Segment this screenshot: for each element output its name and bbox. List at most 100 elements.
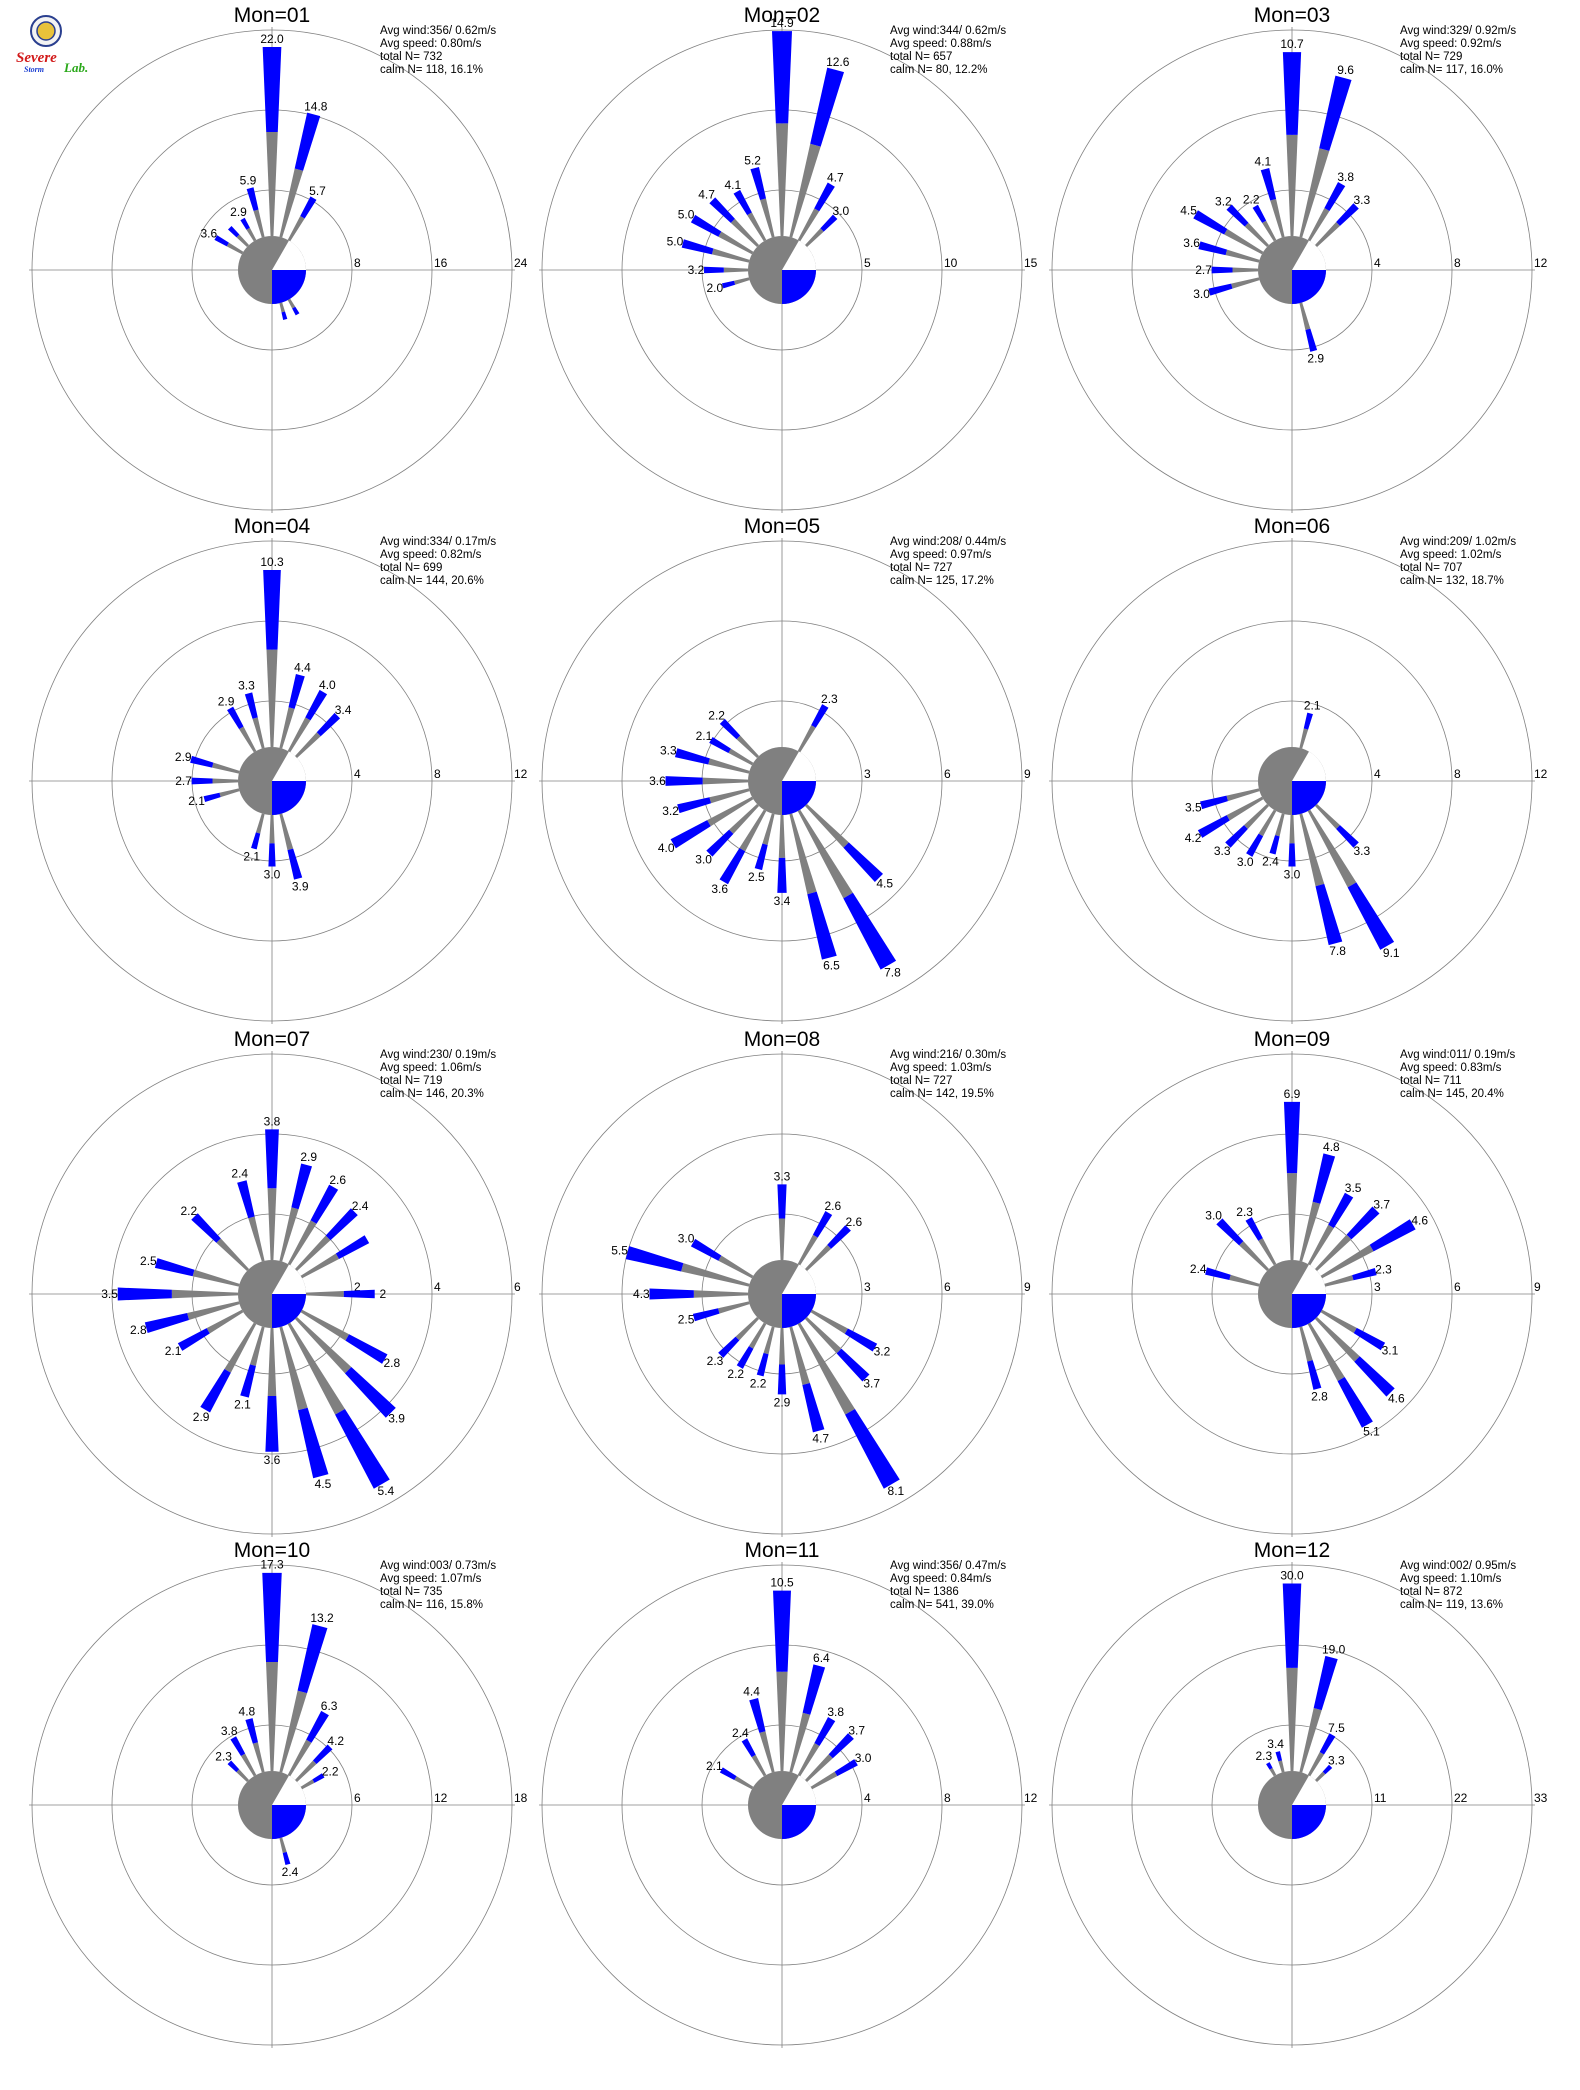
bar-value-label: 2.1 (188, 794, 205, 808)
rose-bar-low (751, 1754, 767, 1777)
rose-bar-high (709, 197, 735, 223)
ring-label: 8 (354, 256, 361, 270)
rose-bar-low (797, 1743, 820, 1777)
windrose-panel: 5 10 1514.912.64.73.02.03.25.05.04.74.15.2… (539, 4, 1038, 513)
bar-value-label: 2.2 (1243, 192, 1260, 206)
rose-bar-low (252, 717, 265, 749)
windrose-panel: 2 4 6 3.8 2.9 2.6 2.4 2 2.8 3.9 5.4 4.5 3.6 2.1 2.9 2.1… (29, 1028, 521, 1537)
rose-bar-low (789, 813, 817, 895)
rose-bar-low (300, 1309, 350, 1341)
rose-bar-high (1266, 1762, 1273, 1770)
bar-value-label: 2.3 (821, 692, 838, 706)
logo-line3: Lab. (63, 60, 88, 75)
rose-bar-high (345, 1334, 388, 1364)
lab-logo: Severe Storm Lab. (14, 14, 92, 76)
rose-bar-low (723, 267, 749, 273)
rose-bar-high (719, 718, 741, 740)
bar-value-label: 3.0 (1237, 855, 1254, 869)
bar-value-label: 5.9 (240, 173, 257, 187)
rose-bar-low (1307, 208, 1330, 242)
panel-title: Mon=09 (1254, 1028, 1330, 1051)
rose-bar-low (249, 1326, 265, 1366)
rose-bar-high (741, 1738, 756, 1758)
ring-label: 4 (354, 767, 361, 781)
rose-bar-low (805, 804, 849, 848)
rose-bar-high (230, 1736, 246, 1757)
grid-ring (31, 1053, 513, 1535)
panel-stat: Avg speed: 0.92m/s (1400, 38, 1502, 50)
grid-ring (1131, 620, 1453, 942)
rose-bar-low (762, 813, 775, 845)
rose-bar-high (144, 1312, 190, 1333)
ring-label: 12 (434, 1791, 448, 1805)
rose-bar-low (206, 1309, 244, 1334)
bar-value-label: 2.9 (230, 205, 247, 219)
rose-bar-low (702, 777, 749, 785)
windrose-panel: 6 12 18 17.3 13.2 6.3 4.2 2.2 2.4 2.3 3.84.8 Mon=10… (29, 1539, 528, 2048)
bar-value-label: 4.5 (315, 1477, 332, 1491)
rose-bar-low (1299, 1201, 1321, 1262)
rose-bar-low (778, 1218, 786, 1261)
grid-ring (31, 1564, 513, 2046)
rose-bar-high (812, 1211, 833, 1238)
bar-value-label: 3.4 (335, 703, 352, 717)
grid-ring (31, 29, 513, 511)
rose-bar-high (1312, 1153, 1336, 1204)
rose-bar-high (227, 225, 240, 238)
windrose-panel: 3 6 93.32.62.63.23.78.14.72.92.22.22.32.54… (539, 1028, 1031, 1537)
bar-value-label: 22.0 (260, 32, 284, 46)
ring-label: 15 (1024, 256, 1038, 270)
ring-label: 6 (1454, 1280, 1461, 1294)
rose-bar-high (343, 1289, 375, 1299)
rose-bar-low (736, 735, 759, 758)
calm-white-sector (272, 751, 306, 781)
bar-value-label: 2.2 (727, 1367, 744, 1381)
rose-bar-low (810, 1771, 838, 1790)
rose-bar-high (777, 1364, 787, 1395)
ring-label: 9 (1534, 1280, 1541, 1294)
rose-bar-high (677, 797, 712, 814)
rose-bar-low (255, 813, 265, 834)
grid-ring (1051, 29, 1533, 511)
rose-bar-high (1193, 210, 1228, 235)
rose-bar-low (748, 1322, 767, 1349)
rose-bar-low (718, 231, 754, 255)
panel-stat: total N= 657 (890, 51, 952, 63)
rose-bar-low (805, 1244, 832, 1271)
calm-blue-sector (1292, 1805, 1326, 1839)
bar-value-label: 3.7 (863, 1377, 880, 1391)
bar-value-label: 4.5 (876, 877, 893, 891)
rose-bar-high (733, 189, 752, 216)
bar-value-label: 2.1 (706, 1759, 723, 1773)
rose-bar-low (1225, 249, 1260, 263)
rose-bar-high (335, 1408, 390, 1489)
rose-bar-high (300, 196, 317, 219)
panel-stat: Avg speed: 1.02m/s (1400, 549, 1502, 561)
rose-bar-low (1315, 1234, 1352, 1271)
calm-white-sector (1292, 240, 1326, 270)
panel-stat: Avg wind:003/ 0.73m/s (380, 1560, 496, 1572)
rose-bar-low (1299, 1326, 1313, 1362)
rose-bar-high (268, 843, 276, 867)
panel-stat: Avg speed: 0.84m/s (890, 1573, 992, 1585)
bar-value-label: 4.6 (1411, 1213, 1428, 1227)
rose-bar-high (814, 182, 835, 212)
panel-stat: Avg wind:356/ 0.62m/s (380, 25, 496, 37)
rose-bar-high (721, 280, 736, 289)
rose-bar-high (773, 1590, 791, 1672)
rose-bar-low (219, 788, 240, 798)
calm-blue-sector (272, 1805, 306, 1839)
rose-bar-high (1324, 181, 1346, 211)
ring-label: 6 (514, 1280, 521, 1294)
rose-bar-low (192, 1269, 240, 1287)
bar-value-label: 3.8 (827, 1705, 844, 1719)
bar-value-label: 2.8 (1311, 1390, 1328, 1404)
rose-bar-high (1313, 1655, 1338, 1711)
rose-bar-low (267, 1188, 277, 1261)
rose-bar-low (187, 1301, 240, 1321)
rose-bar-high (200, 1369, 231, 1413)
bar-value-label: 4.7 (812, 1432, 829, 1446)
bar-value-label: 10.5 (770, 1575, 794, 1589)
calm-white-sector (272, 1264, 306, 1294)
rose-bar-low (1262, 220, 1277, 242)
